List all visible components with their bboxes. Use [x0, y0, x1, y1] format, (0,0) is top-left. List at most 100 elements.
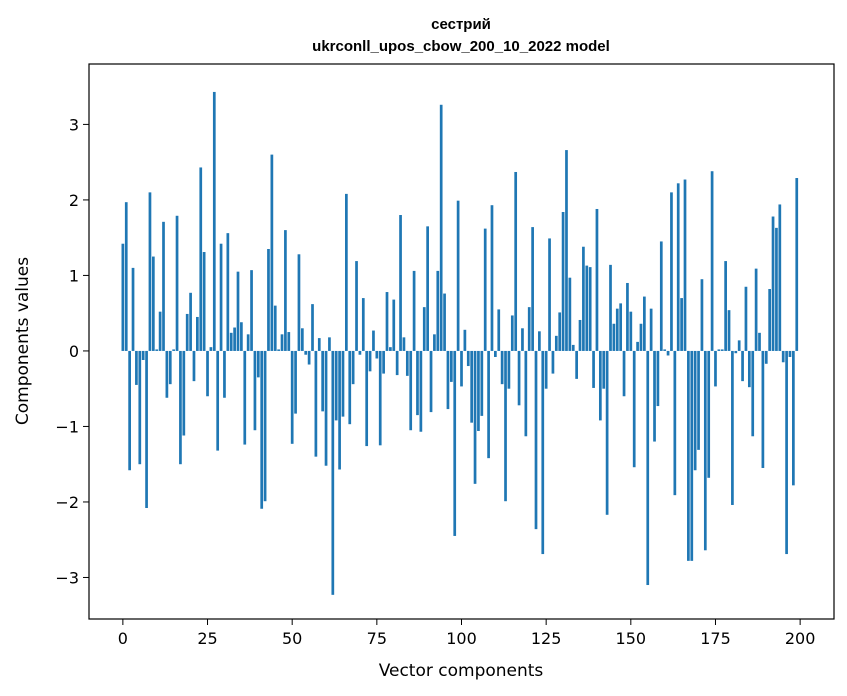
- y-axis-ticks: −3 −2 −1 0 1 2 3: [55, 115, 89, 587]
- bar-98: [453, 350, 457, 536]
- bar-31: [226, 233, 230, 351]
- bar-153: [639, 323, 643, 351]
- bar-191: [768, 289, 772, 351]
- bar-40: [256, 350, 260, 378]
- bar-3: [131, 267, 135, 351]
- bar-111: [497, 309, 501, 351]
- bar-177: [720, 349, 724, 351]
- bar-23: [199, 167, 203, 351]
- bar-8: [148, 192, 152, 351]
- bar-29: [219, 243, 223, 351]
- bar-168: [690, 350, 694, 561]
- bar-128: [554, 335, 558, 351]
- bar-117: [517, 350, 521, 406]
- bar-169: [693, 350, 697, 471]
- y-tick-label: 1: [69, 266, 79, 285]
- bar-119: [524, 350, 528, 437]
- bar-43: [267, 249, 270, 351]
- chart-subtitle: ukrconll_upos_cbow_200_10_2022 model: [312, 38, 610, 55]
- bar-33: [233, 327, 236, 351]
- bar-90: [426, 226, 429, 351]
- bar-37: [246, 334, 250, 351]
- bar-14: [168, 350, 172, 385]
- bar-159: [659, 241, 663, 351]
- bar-20: [189, 292, 192, 351]
- bar-92: [433, 334, 436, 351]
- bar-196: [785, 350, 788, 555]
- bar-75: [375, 350, 379, 359]
- bar-96: [446, 350, 450, 410]
- bar-83: [402, 337, 406, 351]
- bar-173: [707, 350, 711, 478]
- bar-44: [270, 154, 274, 351]
- bars-group: [121, 91, 799, 595]
- x-tick-label: 200: [785, 629, 816, 648]
- bar-7: [145, 350, 148, 508]
- bar-30: [223, 350, 226, 398]
- bar-47: [280, 334, 284, 351]
- bar-89: [422, 307, 426, 351]
- bar-59: [321, 350, 325, 412]
- bar-36: [243, 350, 247, 445]
- bar-18: [182, 350, 186, 436]
- bar-171: [700, 279, 704, 351]
- bar-63: [334, 350, 338, 421]
- y-tick-label: 3: [69, 115, 79, 134]
- bar-142: [602, 350, 606, 389]
- bar-155: [646, 350, 650, 586]
- bar-131: [565, 150, 568, 351]
- bar-109: [490, 205, 494, 351]
- bar-157: [653, 350, 656, 442]
- bar-56: [311, 304, 314, 351]
- bar-113: [504, 350, 507, 502]
- bar-27: [212, 91, 216, 351]
- bar-149: [626, 282, 629, 351]
- bar-104: [473, 350, 477, 484]
- bar-99: [456, 200, 460, 351]
- y-tick-label: 2: [69, 191, 79, 210]
- bar-198: [792, 350, 795, 486]
- bar-87: [416, 350, 419, 416]
- y-axis-label: Components values: [13, 257, 33, 425]
- bar-13: [165, 350, 169, 398]
- bar-161: [666, 350, 670, 356]
- bar-65: [341, 350, 345, 417]
- bar-0: [121, 243, 125, 351]
- bar-158: [656, 350, 660, 407]
- bar-70: [358, 350, 362, 355]
- bar-112: [500, 350, 504, 385]
- bar-162: [670, 192, 673, 351]
- bar-82: [399, 215, 402, 351]
- bar-156: [649, 308, 653, 351]
- bar-17: [179, 350, 182, 465]
- bar-57: [314, 350, 318, 457]
- x-tick-label: 0: [118, 629, 128, 648]
- bar-102: [466, 350, 470, 367]
- bar-73: [368, 350, 372, 372]
- y-tick-label: 0: [69, 342, 79, 361]
- bar-86: [412, 270, 416, 351]
- bar-48: [284, 230, 287, 351]
- bar-41: [260, 350, 264, 509]
- bar-105: [477, 350, 480, 431]
- bar-133: [571, 344, 575, 351]
- bar-185: [747, 350, 751, 388]
- bar-187: [754, 268, 758, 351]
- bar-184: [744, 286, 748, 351]
- bar-189: [761, 350, 765, 468]
- bar-108: [487, 350, 490, 459]
- bar-121: [531, 227, 534, 351]
- bar-134: [575, 350, 578, 379]
- bar-154: [643, 296, 646, 351]
- bar-4: [135, 350, 138, 385]
- bar-38: [250, 270, 253, 351]
- bar-6: [141, 350, 145, 360]
- bar-152: [636, 341, 639, 351]
- bar-143: [605, 350, 609, 515]
- bar-126: [548, 238, 551, 351]
- bar-95: [443, 293, 446, 351]
- bar-71: [361, 298, 365, 351]
- bar-188: [758, 332, 761, 351]
- x-tick-label: 175: [700, 629, 731, 648]
- bar-76: [378, 350, 382, 446]
